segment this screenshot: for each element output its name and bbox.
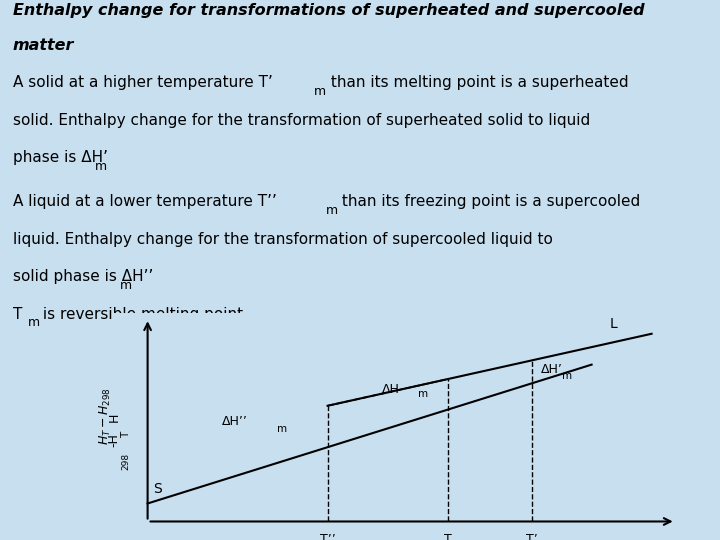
Text: solid. Enthalpy change for the transformation of superheated solid to liquid: solid. Enthalpy change for the transform… bbox=[13, 113, 590, 128]
Text: than its freezing point is a supercooled: than its freezing point is a supercooled bbox=[337, 194, 640, 209]
Text: m: m bbox=[418, 389, 428, 400]
Text: A solid at a higher temperature T’: A solid at a higher temperature T’ bbox=[13, 75, 273, 90]
Text: m: m bbox=[120, 279, 132, 292]
Text: than its melting point is a superheated: than its melting point is a superheated bbox=[326, 75, 629, 90]
Text: m: m bbox=[28, 316, 40, 329]
Text: T’’: T’’ bbox=[320, 533, 336, 540]
Text: ΔH’’: ΔH’’ bbox=[222, 415, 248, 428]
Text: m: m bbox=[562, 371, 572, 381]
Text: m: m bbox=[326, 204, 338, 217]
Text: liquid. Enthalpy change for the transformation of supercooled liquid to: liquid. Enthalpy change for the transfor… bbox=[13, 232, 553, 247]
Text: T’: T’ bbox=[526, 533, 537, 540]
Text: matter: matter bbox=[13, 38, 74, 52]
Text: Enthalpy change for transformations of superheated and supercooled: Enthalpy change for transformations of s… bbox=[13, 3, 644, 18]
Text: 298: 298 bbox=[122, 453, 130, 470]
Text: T: T bbox=[444, 533, 451, 540]
Text: m: m bbox=[277, 424, 287, 434]
Text: $H_T-H_{298}$: $H_T-H_{298}$ bbox=[98, 387, 113, 445]
Text: ΔH: ΔH bbox=[382, 383, 400, 396]
Text: H: H bbox=[107, 413, 120, 422]
Text: is reversible melting point: is reversible melting point bbox=[38, 307, 243, 322]
Text: A liquid at a lower temperature T’’: A liquid at a lower temperature T’’ bbox=[13, 194, 276, 209]
Text: -H: -H bbox=[107, 434, 120, 448]
Text: m: m bbox=[314, 85, 326, 98]
Text: L: L bbox=[610, 317, 617, 331]
Text: T: T bbox=[13, 307, 22, 322]
Text: T: T bbox=[121, 432, 131, 438]
Text: m: m bbox=[95, 160, 107, 173]
Text: phase is ΔH’: phase is ΔH’ bbox=[13, 150, 108, 165]
Text: ΔH’: ΔH’ bbox=[541, 363, 563, 376]
Text: solid phase is ΔH’’: solid phase is ΔH’’ bbox=[13, 269, 153, 285]
Text: S: S bbox=[153, 482, 162, 496]
